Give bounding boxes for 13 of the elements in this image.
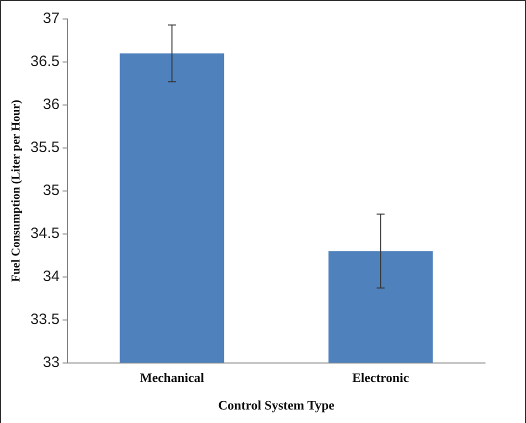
y-axis-title: Fuel Consumption (Liter per Hour) <box>8 100 22 282</box>
x-tick-label: Mechanical <box>140 370 204 385</box>
y-tick-label: 33 <box>42 354 60 371</box>
y-tick-label: 34.5 <box>30 225 60 242</box>
y-tick-label: 35 <box>42 182 60 200</box>
x-tick-label: Electronic <box>352 370 410 385</box>
y-tick-label: 34 <box>42 268 60 285</box>
y-tick-label: 36.5 <box>30 53 60 70</box>
y-tick-label: 33.5 <box>30 310 60 328</box>
x-axis-title: Control System Type <box>218 398 335 413</box>
y-tick-label: 36 <box>42 96 60 114</box>
y-tick-label: 37 <box>42 10 60 28</box>
y-tick-label: 35.5 <box>30 139 60 156</box>
